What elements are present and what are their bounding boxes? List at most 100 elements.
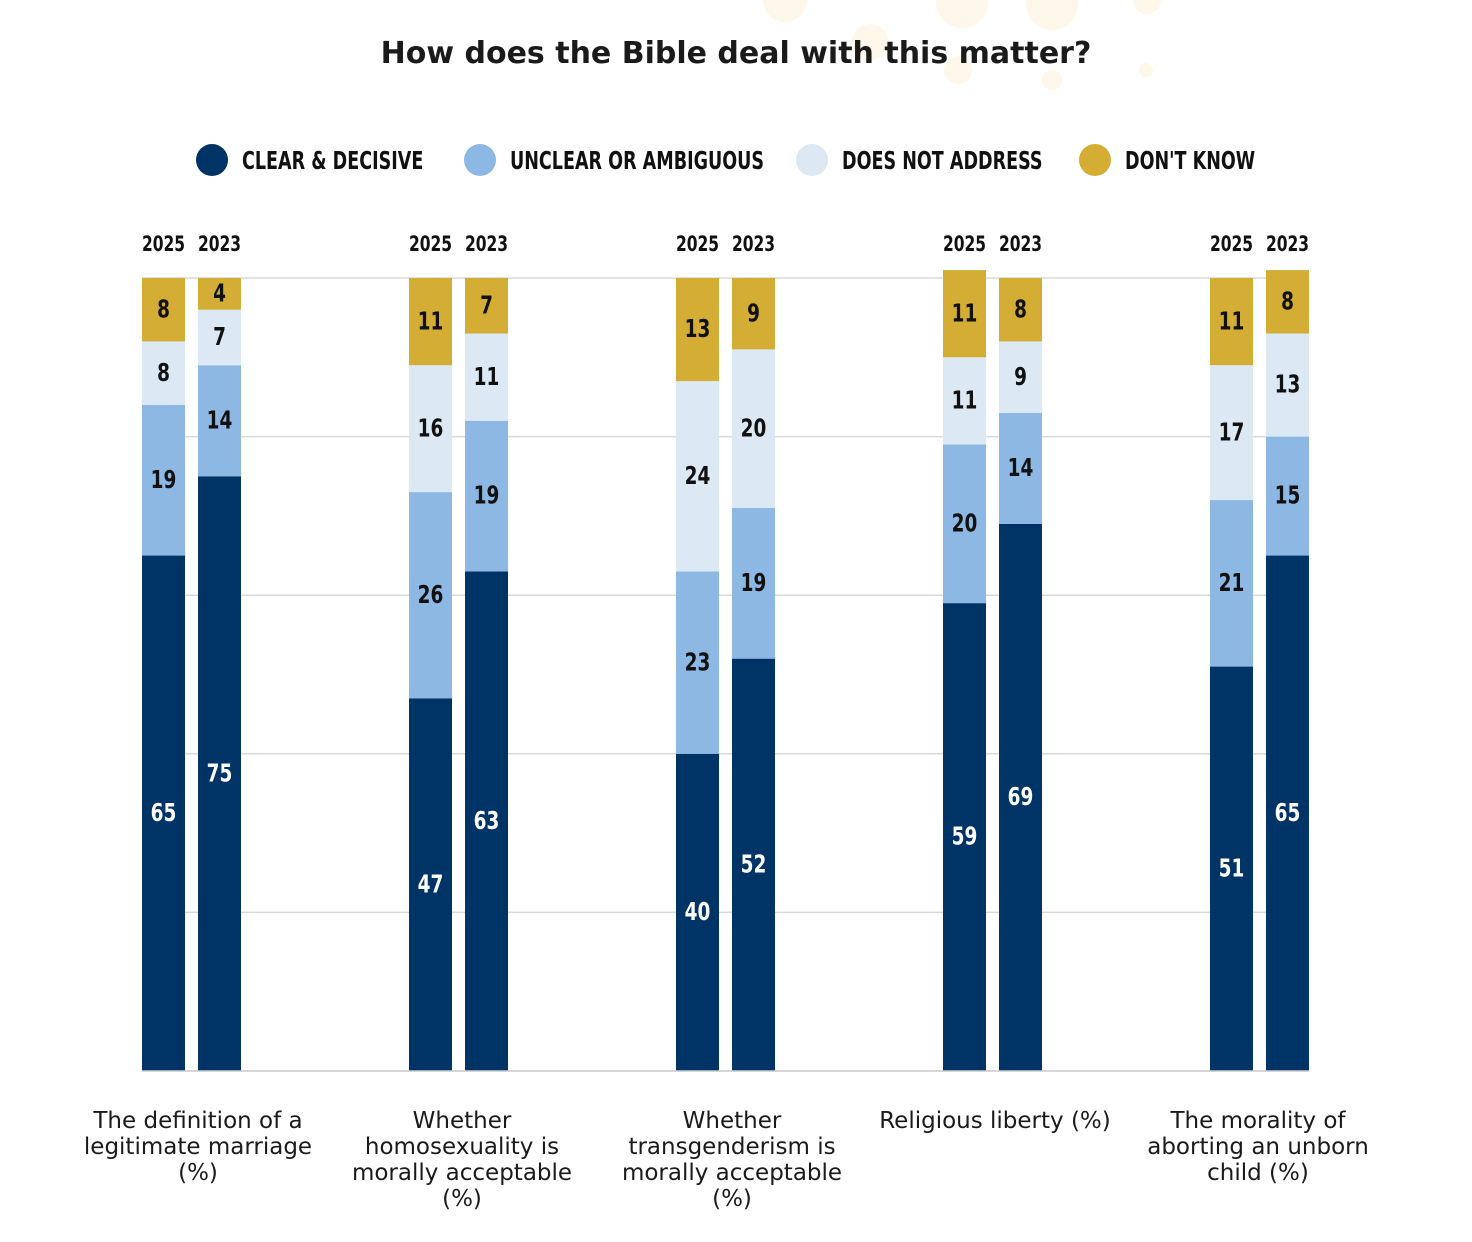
data-label: 52 — [741, 851, 767, 879]
data-label: 8 — [1014, 296, 1027, 324]
data-label: 13 — [685, 315, 711, 343]
bar-segment-dontknow — [465, 278, 508, 334]
data-label: 4 — [213, 280, 226, 308]
year-label: 2025 — [409, 231, 452, 256]
bar-segment-unclear — [198, 365, 241, 477]
legend-label: CLEAR & DECISIVE — [242, 145, 424, 175]
bar-segment-notaddress — [943, 357, 986, 445]
data-label: 17 — [1219, 418, 1245, 446]
bar-segment-clear — [465, 571, 508, 1071]
bar-segment-notaddress — [409, 365, 452, 493]
bar-segment-clear — [198, 476, 241, 1071]
bar-segment-unclear — [999, 412, 1042, 524]
data-label: 21 — [1219, 569, 1245, 597]
data-label: 19 — [474, 482, 500, 510]
bar-segment-clear — [142, 555, 185, 1071]
data-label: 75 — [207, 759, 233, 787]
year-label: 2025 — [676, 231, 719, 256]
legend-swatch — [796, 144, 828, 176]
bar-segment-unclear — [1210, 500, 1253, 667]
bar-segment-unclear — [1266, 436, 1309, 556]
data-label: 11 — [952, 387, 978, 415]
category-label: The morality of aborting an unborn child… — [1147, 1108, 1369, 1186]
year-label: 2023 — [1266, 231, 1309, 256]
bar-segment-notaddress — [198, 309, 241, 366]
bar-segment-notaddress — [732, 349, 775, 508]
data-label: 51 — [1219, 855, 1245, 883]
bar-segment-dontknow — [1210, 278, 1253, 366]
legend-item-dontknow: DON'T KNOW — [1079, 140, 1292, 180]
data-label: 20 — [952, 510, 978, 538]
bar-segment-unclear — [409, 492, 452, 699]
data-label: 11 — [474, 363, 500, 391]
bar-segment-clear — [676, 753, 719, 1071]
year-label: 2023 — [465, 231, 508, 256]
legend-swatch — [1079, 144, 1111, 176]
bar-segment-notaddress — [1266, 333, 1309, 437]
bar-segment-unclear — [142, 404, 185, 556]
data-label: 16 — [418, 414, 444, 442]
bar-segment-dontknow — [732, 278, 775, 350]
data-label: 11 — [418, 307, 444, 335]
bar-segment-clear — [409, 698, 452, 1071]
bar-segment-clear — [999, 523, 1042, 1071]
bar-segment-dontknow — [198, 278, 241, 310]
bar-segment-notaddress — [465, 333, 508, 421]
data-label: 63 — [474, 807, 500, 835]
data-label: 47 — [418, 870, 444, 898]
bar-segment-dontknow — [1266, 270, 1309, 334]
year-label: 2023 — [999, 231, 1042, 256]
data-label: 19 — [151, 466, 177, 494]
bar-segment-clear — [732, 658, 775, 1071]
bar-segment-dontknow — [999, 278, 1042, 342]
bar-segment-clear — [1266, 555, 1309, 1071]
year-label: 2025 — [1210, 231, 1253, 256]
bar-segment-notaddress — [142, 341, 185, 405]
data-label: 24 — [685, 462, 711, 490]
data-label: 19 — [741, 569, 767, 597]
data-label: 7 — [480, 292, 493, 320]
year-label: 2025 — [943, 231, 986, 256]
data-label: 59 — [952, 823, 978, 851]
bar-segment-dontknow — [409, 278, 452, 366]
year-label: 2025 — [142, 231, 185, 256]
bar-segment-dontknow — [943, 270, 986, 358]
legend-label: DON'T KNOW — [1125, 145, 1256, 175]
data-label: 65 — [151, 799, 177, 827]
data-label: 11 — [952, 299, 978, 327]
bar-segment-notaddress — [676, 381, 719, 572]
data-label: 11 — [1219, 307, 1245, 335]
data-label: 8 — [157, 359, 170, 387]
bar-segment-notaddress — [999, 341, 1042, 413]
legend-swatch — [196, 144, 228, 176]
data-label: 15 — [1275, 482, 1301, 510]
bar-segment-clear — [943, 603, 986, 1071]
category-label: Whether homosexuality is morally accepta… — [351, 1108, 573, 1212]
bar-segment-unclear — [732, 507, 775, 659]
category-label: Religious liberty (%) — [879, 1108, 1111, 1134]
bar-segment-unclear — [943, 444, 986, 604]
category-label: Whether transgenderism is morally accept… — [621, 1108, 843, 1212]
data-label: 9 — [1014, 363, 1027, 391]
bar-segment-clear — [1210, 666, 1253, 1071]
data-label: 40 — [685, 898, 711, 926]
legend-item-clear: CLEAR & DECISIVE — [196, 140, 474, 180]
bar-segment-dontknow — [142, 278, 185, 342]
data-label: 23 — [685, 648, 711, 676]
bar-segment-unclear — [676, 571, 719, 754]
category-label: The definition of a legitimate marriage … — [83, 1108, 313, 1186]
data-label: 13 — [1275, 371, 1301, 399]
data-label: 7 — [213, 323, 226, 351]
data-label: 69 — [1008, 783, 1034, 811]
data-label: 26 — [418, 581, 444, 609]
data-label: 65 — [1275, 799, 1301, 827]
legend-label: DOES NOT ADDRESS — [842, 145, 1043, 175]
data-label: 20 — [741, 414, 767, 442]
bar-segment-dontknow — [676, 278, 719, 382]
data-label: 14 — [1008, 454, 1034, 482]
year-label: 2023 — [198, 231, 241, 256]
bar-segment-unclear — [465, 420, 508, 572]
data-label: 9 — [747, 299, 760, 327]
year-label: 2023 — [732, 231, 775, 256]
